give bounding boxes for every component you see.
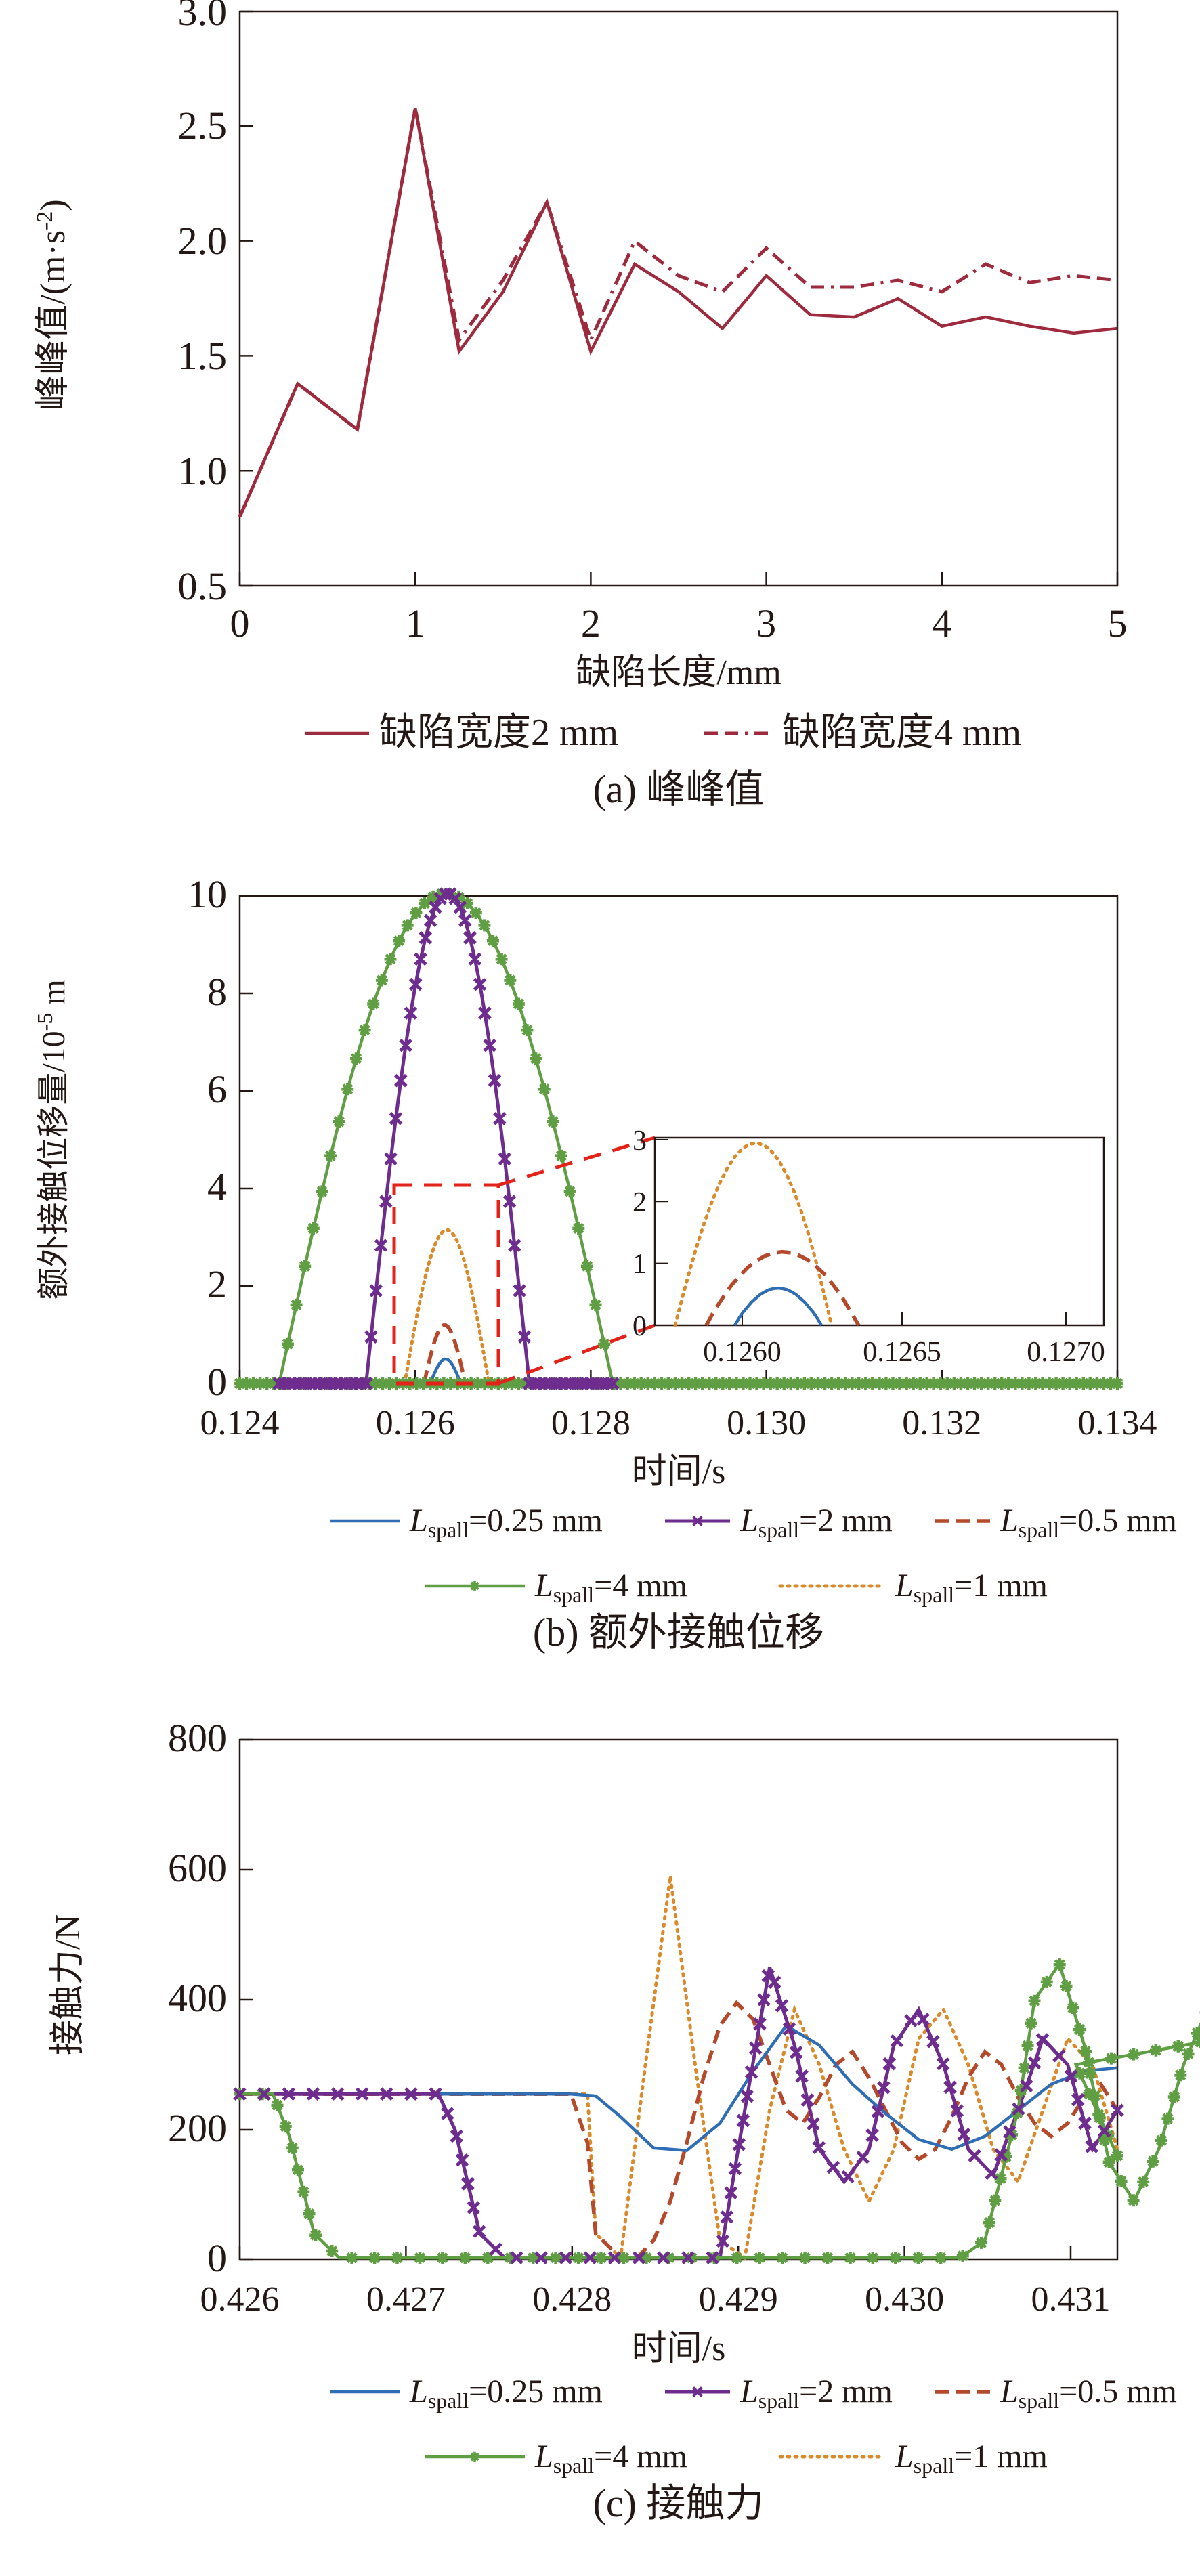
svg-text:2.5: 2.5 [178,104,228,148]
svg-text:(c) 接触力: (c) 接触力 [593,2481,765,2525]
svg-text:0.430: 0.430 [865,2280,944,2319]
svg-text:3.0: 3.0 [178,0,228,34]
svg-text:0: 0 [230,601,250,645]
svg-text:0: 0 [633,1311,647,1342]
svg-text:1: 1 [633,1249,647,1280]
svg-text:0.130: 0.130 [727,1404,806,1442]
svg-text:3: 3 [633,1125,647,1157]
svg-text:0.1270: 0.1270 [1027,1337,1105,1368]
svg-text:200: 200 [168,2106,227,2150]
svg-text:时间/s: 时间/s [632,2330,726,2368]
svg-text:600: 600 [168,1846,227,1890]
svg-text:Lspall=0.5 mm: Lspall=0.5 mm [1000,1503,1177,1542]
svg-text:6: 6 [207,1067,227,1111]
svg-text:8: 8 [207,970,227,1014]
svg-text:0.429: 0.429 [699,2280,778,2319]
svg-text:800: 800 [168,1725,227,1760]
svg-text:2: 2 [581,601,601,645]
svg-text:1.0: 1.0 [178,449,228,493]
svg-text:1.5: 1.5 [178,334,228,378]
svg-text:0.132: 0.132 [902,1404,981,1442]
svg-text:0.1265: 0.1265 [863,1337,941,1368]
svg-text:额外接触位移量/10-5 m: 额外接触位移量/10-5 m [33,979,72,1300]
svg-text:接触力/N: 接触力/N [49,1914,87,2055]
svg-text:峰峰值/(m·s-2): 峰峰值/(m·s-2) [33,199,73,410]
svg-text:4: 4 [932,601,951,645]
svg-text:0.124: 0.124 [200,1404,280,1442]
svg-text:0.126: 0.126 [376,1404,455,1442]
svg-text:(a) 峰峰值: (a) 峰峰值 [593,767,765,811]
svg-text:Lspall=0.25 mm: Lspall=0.25 mm [409,2374,603,2413]
svg-text:0.5: 0.5 [178,564,228,608]
svg-text:(b) 额外接触位移: (b) 额外接触位移 [533,1610,824,1654]
svg-text:0.431: 0.431 [1031,2280,1111,2319]
svg-text:Lspall=4 mm: Lspall=4 mm [534,1568,687,1607]
svg-text:时间/s: 时间/s [632,1453,726,1491]
svg-text:0.134: 0.134 [1078,1404,1157,1442]
svg-text:Lspall=0.25 mm: Lspall=0.25 mm [409,1503,603,1542]
svg-text:0.428: 0.428 [532,2280,612,2319]
svg-text:0.128: 0.128 [551,1404,630,1442]
svg-text:0.1260: 0.1260 [703,1337,781,1368]
svg-text:Lspall=4 mm: Lspall=4 mm [534,2439,687,2478]
svg-text:2.0: 2.0 [178,219,228,263]
svg-text:2: 2 [633,1187,647,1218]
svg-text:缺陷宽度4 mm: 缺陷宽度4 mm [782,712,1021,754]
svg-text:4: 4 [207,1165,227,1209]
svg-text:0: 0 [207,2236,227,2280]
svg-text:Lspall=1 mm: Lspall=1 mm [895,1568,1048,1607]
svg-text:5: 5 [1108,601,1128,645]
svg-text:0: 0 [207,1360,227,1404]
svg-text:缺陷宽度2 mm: 缺陷宽度2 mm [379,712,618,754]
svg-text:0.427: 0.427 [366,2280,446,2319]
svg-text:Lspall=0.5 mm: Lspall=0.5 mm [1000,2374,1177,2413]
svg-text:2: 2 [207,1262,227,1306]
svg-text:Lspall=2 mm: Lspall=2 mm [740,2374,893,2413]
svg-text:1: 1 [406,601,425,645]
svg-text:Lspall=1 mm: Lspall=1 mm [895,2439,1048,2478]
svg-text:3: 3 [756,601,776,645]
svg-text:Lspall=2 mm: Lspall=2 mm [740,1503,893,1542]
svg-text:10: 10 [188,872,227,916]
svg-text:0.426: 0.426 [200,2280,280,2319]
svg-text:缺陷长度/mm: 缺陷长度/mm [576,653,781,692]
svg-text:400: 400 [168,1976,227,2020]
